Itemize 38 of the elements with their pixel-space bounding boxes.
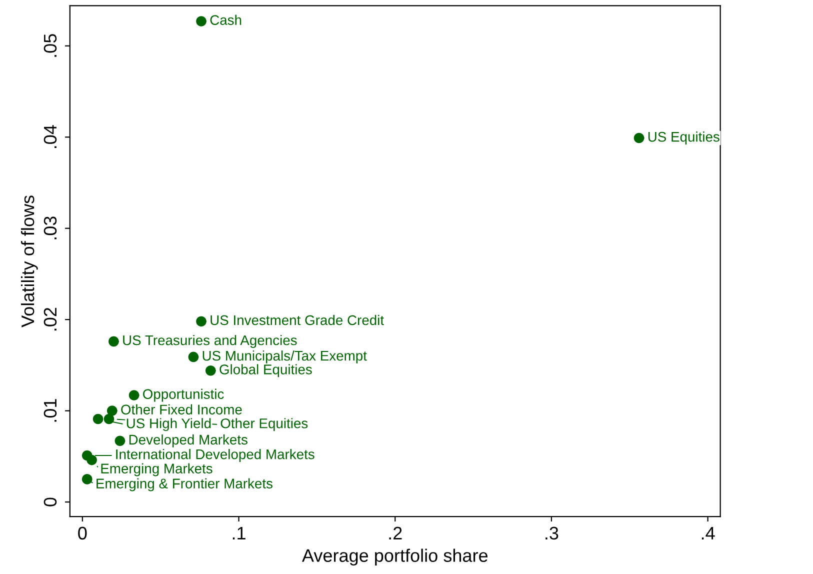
x-tick-label: .4 [702,526,715,540]
x-tick-label: .1 [232,526,246,540]
point [205,365,216,376]
y-tick-label: .02 [44,308,57,330]
point [634,132,644,144]
point [114,436,126,446]
y-tick-label: 0 [44,498,57,506]
point [196,316,206,327]
annotation: Emerging & Frontier Markets [96,478,272,492]
annotation: US Equities [648,132,720,144]
annotation: US Investment Grade Credit [210,314,384,326]
y-tick-label: .05 [44,34,57,57]
annotation: Other Equities [220,418,308,432]
y-tick-label: .03 [44,216,57,240]
point [86,454,97,466]
annotation: US Treasuries and Agencies [123,334,297,348]
y-tick-label: .04 [44,125,57,148]
annotation: Global Equities [220,364,312,378]
annotation: Cash [210,14,242,25]
point [128,390,140,400]
annotation: Other Fixed Income [121,404,242,415]
point [108,336,119,347]
annotation: US Municipals/Tax Exempt [202,350,367,364]
y-axis-title: Volatility of flows [20,196,38,328]
x-tick-label: 0 [78,526,87,540]
x-axis-title: Average portfolio share [302,548,488,566]
point [196,16,206,26]
point [82,474,92,484]
annotation: International Developed Markets [116,449,314,462]
x-tick-label: .2 [389,526,402,540]
x-tick-label: .3 [546,526,558,540]
point [92,414,104,424]
point [188,352,199,362]
y-tick-label: .01 [44,399,57,422]
annotation: US High Yield [126,418,211,432]
annotation: Emerging Markets [101,463,212,476]
annotation: Opportunistic [143,388,224,402]
annotation: Developed Markets [129,434,248,448]
